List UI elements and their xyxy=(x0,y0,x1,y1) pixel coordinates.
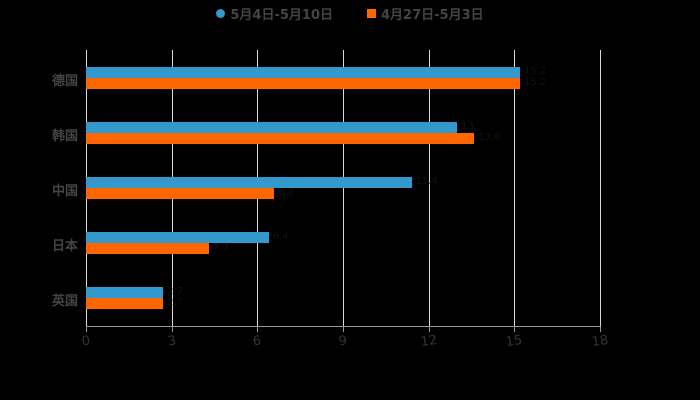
bar-series-b[interactable] xyxy=(86,243,209,254)
chart-legend: 5月4日-5月10日 4月27日-5月3日 xyxy=(0,3,700,23)
bar-series-b[interactable] xyxy=(86,78,521,89)
legend-item-series-b[interactable]: 4月27日-5月3日 xyxy=(367,4,484,23)
x-tick-label: 15 xyxy=(504,332,524,351)
x-tick-label: 18 xyxy=(590,332,610,351)
gridline xyxy=(343,50,344,326)
data-label: 2.7 xyxy=(167,297,183,308)
bar-series-a[interactable] xyxy=(86,67,521,78)
data-label: 6.6 xyxy=(278,187,295,198)
data-label: 2.7 xyxy=(167,286,183,297)
x-tick-label: 0 xyxy=(80,333,92,350)
gridline xyxy=(429,50,430,326)
legend-item-series-a[interactable]: 5月4日-5月10日 xyxy=(216,4,333,23)
bar-series-b[interactable] xyxy=(86,133,475,144)
bar-series-a[interactable] xyxy=(86,177,412,188)
data-label: 15.2 xyxy=(524,77,547,88)
bar-series-b[interactable] xyxy=(86,298,164,309)
x-tick xyxy=(514,326,515,332)
x-tick xyxy=(86,326,87,332)
gridline xyxy=(514,50,515,326)
x-tick xyxy=(257,326,258,332)
data-label: 13 xyxy=(461,121,474,132)
square-marker-icon xyxy=(367,8,376,18)
x-axis-line xyxy=(86,326,601,327)
data-label: 11.4 xyxy=(415,176,438,187)
x-tick xyxy=(343,326,344,332)
x-tick xyxy=(600,326,601,332)
legend-label-series-a: 5月4日-5月10日 xyxy=(230,7,333,23)
category-label: 韩国 xyxy=(51,129,78,144)
category-label: 德国 xyxy=(51,74,78,89)
data-label: 4.3 xyxy=(212,242,229,253)
x-tick xyxy=(429,326,430,332)
category-label: 英国 xyxy=(51,294,78,309)
x-tick-label: 6 xyxy=(251,333,263,350)
data-label: 13.6 xyxy=(478,132,501,143)
x-tick xyxy=(172,326,173,332)
legend-label-series-b: 4月27日-5月3日 xyxy=(381,7,484,23)
data-label: 15.2 xyxy=(524,66,547,77)
data-label: 6.4 xyxy=(272,231,289,242)
x-tick-label: 9 xyxy=(337,333,349,350)
category-label: 日本 xyxy=(51,239,78,254)
bar-series-a[interactable] xyxy=(86,122,458,133)
x-tick-label: 12 xyxy=(419,332,439,351)
bar-series-b[interactable] xyxy=(86,188,275,199)
bar-series-a[interactable] xyxy=(86,287,164,298)
category-label: 中国 xyxy=(51,184,78,199)
x-tick-label: 3 xyxy=(166,333,178,350)
circle-marker-icon xyxy=(216,8,226,18)
bar-series-a[interactable] xyxy=(86,232,269,243)
gridline xyxy=(600,50,601,326)
